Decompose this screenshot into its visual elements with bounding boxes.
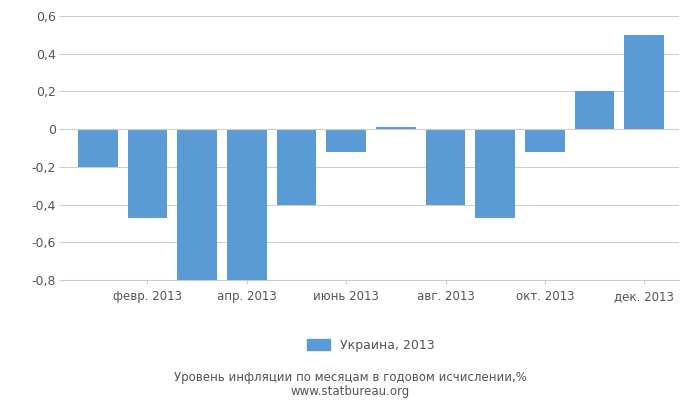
Legend: Украина, 2013: Украина, 2013	[302, 334, 440, 357]
Bar	[326, 129, 366, 152]
Bar	[78, 129, 118, 167]
Text: Уровень инфляции по месяцам в годовом исчислении,%: Уровень инфляции по месяцам в годовом ис…	[174, 372, 526, 384]
Bar	[227, 129, 267, 280]
Bar	[276, 129, 316, 204]
Bar	[575, 92, 615, 129]
Bar	[624, 35, 664, 129]
Text: www.statbureau.org: www.statbureau.org	[290, 386, 410, 398]
Bar	[525, 129, 565, 152]
Bar	[127, 129, 167, 218]
Bar	[475, 129, 515, 218]
Bar	[376, 127, 416, 129]
Bar	[426, 129, 466, 204]
Bar	[177, 129, 217, 280]
